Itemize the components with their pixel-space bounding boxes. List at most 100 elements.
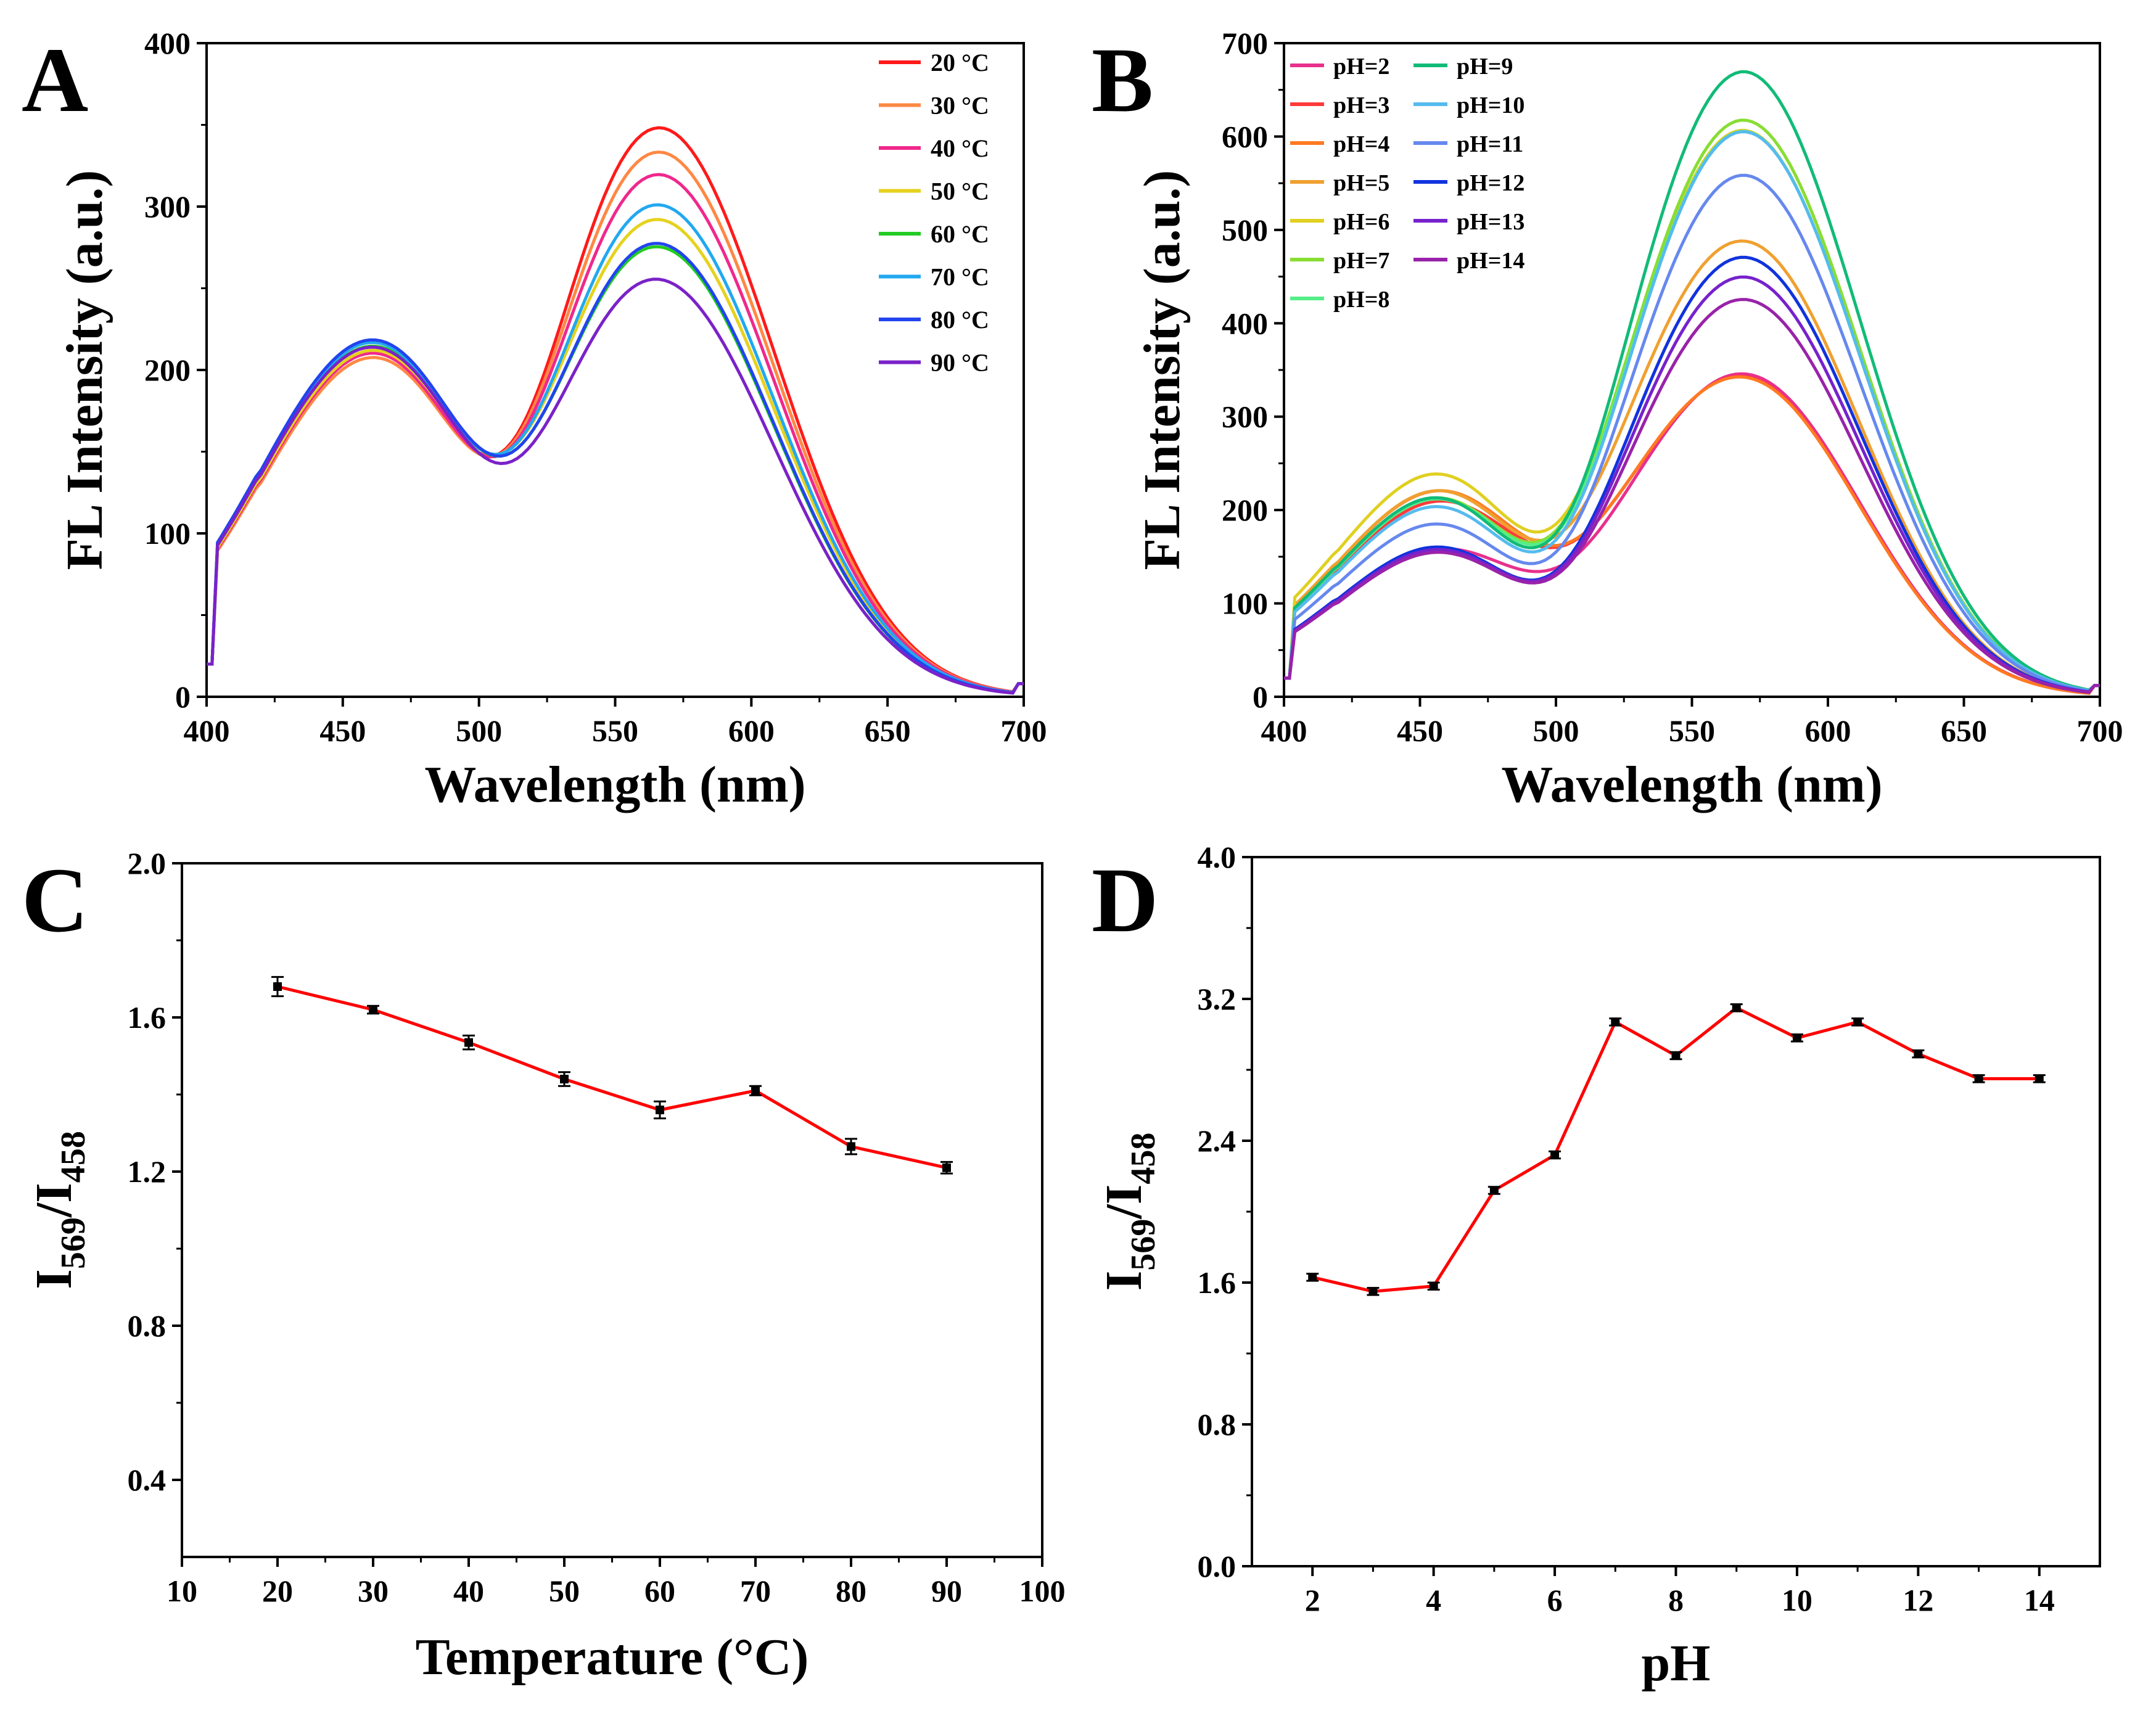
legend-label: pH=4 <box>1333 131 1389 157</box>
data-point <box>656 1106 664 1114</box>
x-tick-label: 400 <box>1261 713 1307 748</box>
data-point <box>1914 1049 1923 1059</box>
y-tick-label: 100 <box>144 516 191 551</box>
data-point <box>273 982 282 991</box>
legend-label: 30 °C <box>931 92 989 120</box>
legend-label: pH=6 <box>1333 209 1389 235</box>
panel-c-chart: 10 20 30 40 50 60 70 80 90 100 0.4 0.8 1.2 1.6 2.0 Temp… <box>25 846 1066 1686</box>
y-tick-label: 1.6 <box>128 1000 167 1035</box>
y-tick-label: 0.8 <box>128 1308 167 1343</box>
x-tick-label: 450 <box>1397 713 1443 748</box>
plot-frame <box>1251 856 2101 1567</box>
y-tick-label: 0.8 <box>1198 1407 1236 1442</box>
y-tick-label: 0.4 <box>128 1463 167 1497</box>
y-tick-label: 300 <box>144 189 191 224</box>
series-line-90-c <box>207 277 1024 695</box>
x-tick-label: 550 <box>1669 713 1715 748</box>
legend-label: pH=14 <box>1457 248 1524 274</box>
legend-label: pH=10 <box>1457 92 1524 118</box>
legend-label: 40 °C <box>931 134 989 162</box>
legend-label: 50 °C <box>931 178 989 205</box>
y-tick-label: 1.2 <box>128 1154 167 1189</box>
x-tick-label: 700 <box>2077 713 2123 748</box>
series-line-ph-10 <box>1284 130 2100 692</box>
data-point <box>1732 1003 1741 1012</box>
y-tick-label: 600 <box>1222 119 1268 154</box>
panel-b-chart: 400 450 500 550 600 650 700 0 100 200 300 400 500 600… <box>1134 26 2123 813</box>
data-point <box>1853 1017 1862 1027</box>
ratio-line <box>1312 1006 2039 1293</box>
y-axis-title-part: /I <box>1095 1185 1153 1220</box>
y-tick-label: 200 <box>144 353 191 387</box>
x-tick-label: 500 <box>1533 713 1579 748</box>
x-tick-label: 4 <box>1426 1583 1441 1617</box>
x-tick-label: 6 <box>1547 1583 1563 1617</box>
x-tick-label: 10 <box>167 1574 197 1608</box>
ratio-line <box>277 985 947 1170</box>
x-tick-label: 30 <box>358 1574 389 1608</box>
legend-label: 80 °C <box>931 306 989 334</box>
y-tick-label: 1.6 <box>1198 1265 1236 1300</box>
legend-label: pH=11 <box>1457 131 1523 157</box>
x-tick-label: 12 <box>1903 1583 1933 1617</box>
panel-d-chart: 2 4 6 8 10 12 14 0.0 0.8 1.6 2.4 3.2 4.0 pH I569/I458 <box>1095 840 2101 1692</box>
data-point <box>1671 1051 1681 1060</box>
data-point <box>1611 1017 1620 1027</box>
x-tick-label: 650 <box>865 713 911 748</box>
x-tick-label: 600 <box>1805 713 1851 748</box>
y-tick-label: 0 <box>1253 680 1268 714</box>
x-tick-label: 600 <box>728 713 775 748</box>
legend-label: 60 °C <box>931 220 989 248</box>
x-tick-label: 80 <box>836 1574 866 1608</box>
y-tick-label: 0 <box>175 680 191 714</box>
series-lines <box>1284 70 2100 696</box>
y-axis-title: FL Intensity (a.u.) <box>56 170 113 570</box>
y-axis-title-part: I <box>25 1269 83 1289</box>
series-line-60-c <box>207 245 1024 695</box>
series-line-ph-13 <box>1284 275 2100 694</box>
data-point <box>847 1142 855 1151</box>
y-axis-title-part: I <box>1095 1271 1153 1291</box>
legend-label: 20 °C <box>931 49 989 76</box>
series-line-ph-6 <box>1284 128 2100 692</box>
y-axis-title-subscript: 569 <box>1124 1219 1162 1271</box>
legend-label: pH=9 <box>1457 54 1513 80</box>
series-line-ph-7 <box>1284 118 2100 692</box>
series-line-ph-9 <box>1284 70 2100 692</box>
y-tick-label: 400 <box>1222 306 1268 340</box>
x-tick-label: 100 <box>1019 1574 1066 1608</box>
legend-label: pH=13 <box>1457 209 1524 235</box>
series-line-30-c <box>207 150 1024 694</box>
x-tick-label: 50 <box>549 1574 580 1608</box>
data-point <box>1368 1287 1378 1296</box>
series-lines <box>207 126 1024 695</box>
y-tick-label: 2.0 <box>128 846 167 881</box>
data-point <box>369 1005 377 1014</box>
x-tick-label: 40 <box>453 1574 484 1608</box>
data-point <box>2035 1074 2044 1083</box>
y-tick-label: 400 <box>144 26 191 60</box>
legend-label: pH=8 <box>1333 287 1389 313</box>
series-line-ph-14 <box>1284 298 2100 694</box>
data-point <box>1792 1033 1801 1043</box>
x-tick-label: 70 <box>740 1574 771 1608</box>
legend-label: pH=5 <box>1333 170 1389 196</box>
x-tick-label: 60 <box>644 1574 675 1608</box>
plot-frame <box>1283 42 2101 698</box>
y-tick-label: 100 <box>1222 586 1268 621</box>
x-tick-label: 650 <box>1941 713 1987 748</box>
x-tick-label: 500 <box>456 713 502 748</box>
legend-label: pH=7 <box>1333 248 1389 274</box>
legend-label: pH=12 <box>1457 170 1524 196</box>
x-axis-title: Wavelength (nm) <box>1501 756 1882 813</box>
panel-letter-b: B <box>1092 29 1153 131</box>
panel-letter-d: D <box>1092 849 1158 951</box>
y-axis-title-subscript: 458 <box>54 1131 93 1183</box>
y-axis-title-subscript: 458 <box>1124 1133 1162 1185</box>
series-line-ph-8 <box>1284 129 2100 692</box>
series-line-70-c <box>207 203 1024 694</box>
y-axis-title-part: /I <box>25 1183 83 1218</box>
data-point <box>1429 1281 1438 1291</box>
y-tick-label: 500 <box>1222 213 1268 247</box>
